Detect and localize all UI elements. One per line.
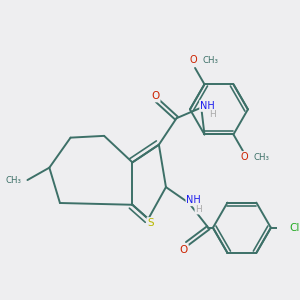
Text: O: O: [190, 55, 197, 65]
Text: S: S: [147, 218, 154, 228]
Text: NH: NH: [200, 101, 215, 111]
Text: O: O: [151, 91, 160, 101]
Text: O: O: [241, 152, 248, 162]
Text: CH₃: CH₃: [5, 176, 21, 185]
Text: O: O: [179, 245, 188, 255]
Text: Cl: Cl: [290, 223, 300, 233]
Text: NH: NH: [187, 195, 201, 205]
Text: CH₃: CH₃: [202, 56, 218, 65]
Text: H: H: [209, 110, 216, 119]
Text: H: H: [195, 205, 202, 214]
Text: CH₃: CH₃: [254, 153, 269, 162]
